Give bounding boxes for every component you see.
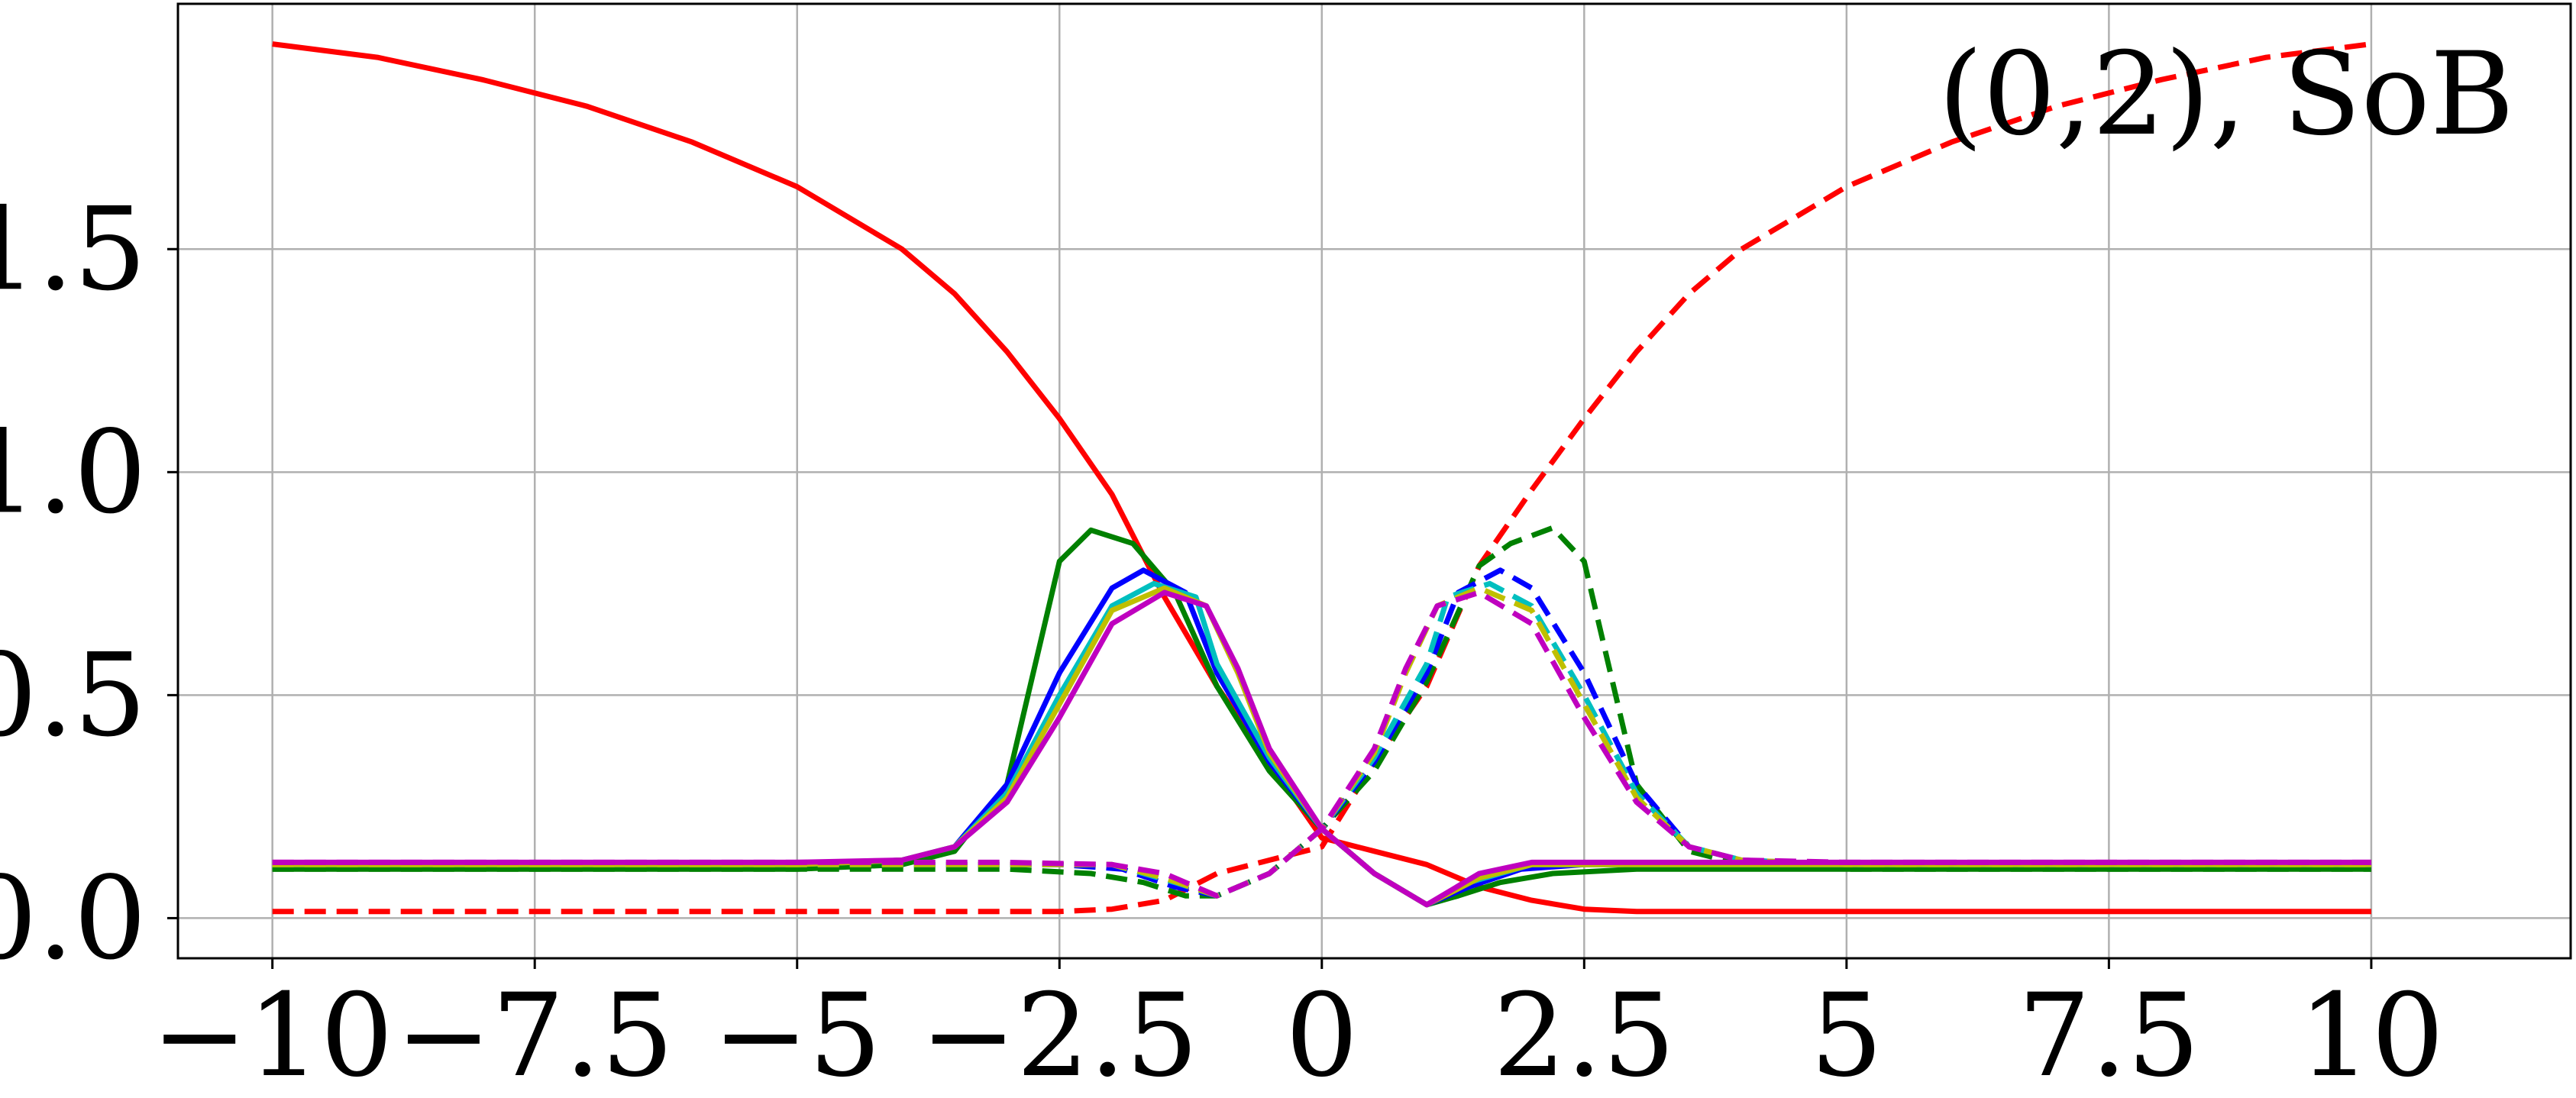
chart-title: (0,2), SoB xyxy=(1938,28,2514,161)
x-tick-label: −2.5 xyxy=(920,970,1198,1098)
x-tick-label: 10 xyxy=(2298,970,2444,1098)
x-tick-label: 2.5 xyxy=(1493,970,1676,1098)
x-tick-label: −5 xyxy=(713,970,881,1098)
grid-lines xyxy=(178,4,2571,958)
x-tick-label: 5 xyxy=(1810,970,1883,1098)
y-tick-label: 1.0 xyxy=(0,406,147,539)
x-tick-label: 7.5 xyxy=(2018,970,2200,1098)
series-line-10 xyxy=(272,589,2371,908)
x-tick-labels: −10 −7.5 −5 −2.5 0 2.5 5 7.5 10 xyxy=(151,970,2444,1098)
series-line-11 xyxy=(272,589,2371,899)
x-tick-label: −7.5 xyxy=(396,970,674,1098)
y-tick-label: 1.5 xyxy=(0,183,147,316)
series-line-0 xyxy=(272,41,2371,915)
y-tick-label: 0.5 xyxy=(0,629,147,762)
x-tick-label: 0 xyxy=(1285,970,1358,1098)
series-lines xyxy=(272,41,2372,915)
axis-ticks xyxy=(167,247,2373,969)
plot-frame xyxy=(176,2,2572,960)
y-tick-labels: 0.0 0.5 1.0 1.5 xyxy=(0,183,147,985)
y-tick-label: 0.0 xyxy=(0,852,147,985)
x-tick-label: −10 xyxy=(151,970,393,1098)
